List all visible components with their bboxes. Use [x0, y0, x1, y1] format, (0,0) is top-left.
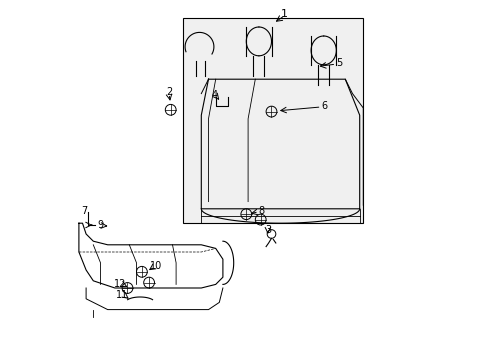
Text: 7: 7	[81, 206, 87, 216]
Text: 10: 10	[150, 261, 162, 271]
Text: 6: 6	[321, 101, 327, 111]
Text: 12: 12	[114, 279, 126, 289]
Text: 4: 4	[211, 90, 218, 100]
Text: 2: 2	[165, 87, 172, 97]
Text: 11: 11	[116, 290, 128, 300]
Text: 8: 8	[258, 206, 264, 216]
Text: 1: 1	[281, 9, 288, 19]
Text: 9: 9	[97, 220, 103, 230]
Text: 3: 3	[264, 225, 270, 235]
Bar	[183, 18, 363, 223]
Text: 5: 5	[335, 58, 342, 68]
